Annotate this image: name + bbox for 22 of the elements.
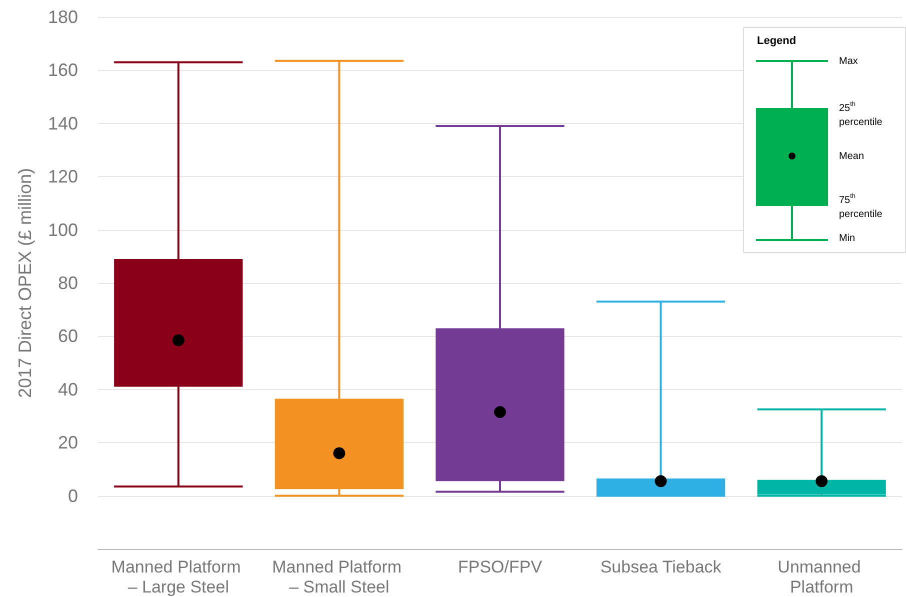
text: 25$^{th}$ percentile [839,101,882,128]
x-tick-label: Manned Platform – Small Steel [272,558,406,596]
annotation: Legend [757,34,796,47]
x-tick-label: Manned Platform – Large Steel [111,558,246,596]
y-axis-title: 2017 Direct OPEX (£ million) [15,168,35,398]
annotation: Mean [839,150,864,162]
y-tick-label: 0 [68,486,78,506]
y-tick-label: 100 [48,220,78,240]
y-tick-label: 120 [48,166,78,187]
annotation: Max [839,56,858,67]
y-tick-label: 180 [48,7,78,27]
y-tick-label: 20 [58,432,78,453]
y-tick-label: 160 [48,60,78,80]
x-tick-label: FPSO/FPV [458,558,543,576]
text: 75$^{th}$ percentile [839,193,882,220]
y-tick-label: 60 [58,326,78,346]
x-tick-label: Unmanned Platform [778,558,866,596]
y-tick-label: 80 [58,273,78,293]
y-tick-label: 40 [58,379,78,400]
x-tick-label: Subsea Tieback [600,558,722,576]
annotation: Min [839,232,856,244]
y-tick-label: 140 [48,113,78,134]
